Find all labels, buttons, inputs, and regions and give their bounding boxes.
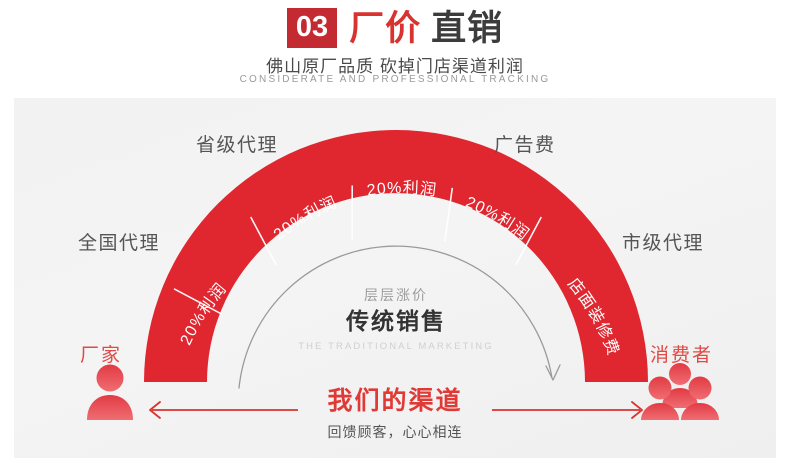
bottom-cta-block: 我们的渠道 回馈顾客，心心相连 xyxy=(265,387,525,440)
cta-title: 我们的渠道 xyxy=(327,387,463,415)
center-title: 传统销售 xyxy=(346,308,446,334)
center-english-caption: THE TRADITIONAL MARKETING xyxy=(298,341,494,352)
header: 03 厂价 直销 佛山原厂品质 砍掉门店渠道利润 CONSIDERATE AND … xyxy=(0,0,790,96)
cta-subtitle: 回馈顾客，心心相连 xyxy=(327,424,463,440)
endpoint-label-manufacturer: 厂家 xyxy=(80,345,123,366)
subtitle-chinese: 佛山原厂品质 砍掉门店渠道利润 xyxy=(266,57,524,76)
title-row: 03 厂价 直销 xyxy=(0,8,790,48)
section-number-badge: 03 xyxy=(286,8,338,48)
outer-label-city-agent: 市级代理 xyxy=(622,233,705,254)
center-subtitle: 层层涨价 xyxy=(364,287,428,303)
outer-label-national-agent: 全国代理 xyxy=(78,233,161,254)
page-title-dark: 直销 xyxy=(431,8,504,48)
page-title-red: 厂价 xyxy=(349,8,422,48)
endpoint-label-consumer: 消费者 xyxy=(650,345,714,366)
center-text-block: 层层涨价 传统销售 THE TRADITIONAL MARKETING xyxy=(296,288,496,352)
outer-label-provincial-agent: 省级代理 xyxy=(196,135,279,156)
subtitle-english: CONSIDERATE AND PROFESSIONAL TRACKING xyxy=(239,74,551,85)
outer-label-advertising-fee: 广告费 xyxy=(494,135,556,156)
